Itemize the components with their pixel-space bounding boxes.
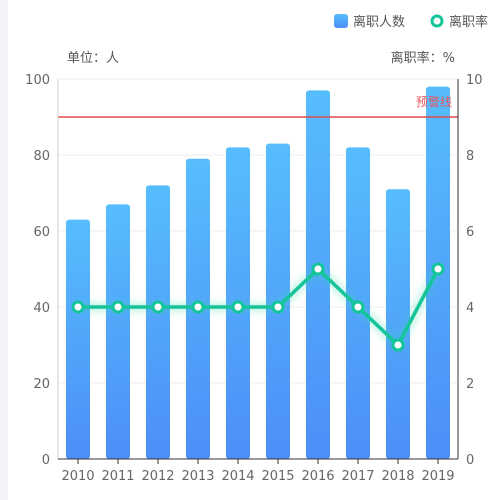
x-axis-tick-label: 2010: [61, 469, 94, 484]
line-series: [71, 262, 445, 352]
line-point[interactable]: [71, 300, 85, 314]
line-point[interactable]: [271, 300, 285, 314]
y-axis-tick-label: 40: [33, 301, 50, 316]
legend: 离职人数 离职率: [334, 14, 488, 30]
axes: 0 20 40 60 80 100 0 2 4 6 8 10 2010 2011 2012 2013 2014 2…: [25, 73, 482, 484]
y2-axis-unit-label: 离职率：%: [391, 50, 455, 66]
warning-line-label: 预警线: [416, 94, 452, 109]
x-axis-tick-label: 2019: [421, 469, 454, 484]
bar[interactable]: [146, 185, 170, 459]
line-point[interactable]: [151, 300, 165, 314]
line-point[interactable]: [191, 300, 205, 314]
x-axis-tick-label: 2012: [141, 469, 174, 484]
bar[interactable]: [106, 204, 130, 459]
warning-line-group: 预警线: [58, 94, 458, 118]
legend-line-label[interactable]: 离职率: [449, 14, 488, 30]
x-axis-tick-label: 2011: [101, 469, 134, 484]
line-point[interactable]: [351, 300, 365, 314]
y-axis-tick-label: 0: [42, 453, 50, 468]
legend-bar-label[interactable]: 离职人数: [353, 14, 405, 30]
x-axis-tick-label: 2018: [381, 469, 414, 484]
x-axis-tick-label: 2017: [341, 469, 374, 484]
line-point[interactable]: [431, 262, 445, 276]
bar[interactable]: [66, 219, 90, 459]
y-axis-tick-label: 60: [33, 225, 50, 240]
bar[interactable]: [386, 189, 410, 459]
y2-axis-tick-label: 6: [466, 225, 474, 240]
line-point[interactable]: [311, 262, 325, 276]
y-axis-tick-label: 100: [25, 73, 50, 88]
line-point[interactable]: [391, 338, 405, 352]
y-axis-tick-label: 80: [33, 149, 50, 164]
rate-line[interactable]: [78, 267, 440, 347]
bar-series: [66, 86, 450, 460]
y2-axis-tick-label: 4: [466, 301, 474, 316]
x-axis-tick-label: 2016: [301, 469, 334, 484]
x-axis-tick-label: 2013: [181, 469, 214, 484]
y-axis-unit-label: 单位：人: [67, 51, 119, 66]
x-axis-tick-label: 2015: [261, 469, 294, 484]
y2-axis-tick-label: 0: [466, 453, 474, 468]
y2-axis-tick-label: 10: [466, 73, 483, 88]
legend-line-swatch[interactable]: [430, 14, 444, 28]
x-axis-tick-label: 2014: [221, 469, 254, 484]
legend-bar-swatch[interactable]: [334, 14, 348, 28]
line-point[interactable]: [111, 300, 125, 314]
y2-axis-tick-label: 2: [466, 377, 474, 392]
y-axis-tick-label: 20: [33, 377, 50, 392]
line-point[interactable]: [231, 300, 245, 314]
y2-axis-tick-label: 8: [466, 149, 474, 164]
